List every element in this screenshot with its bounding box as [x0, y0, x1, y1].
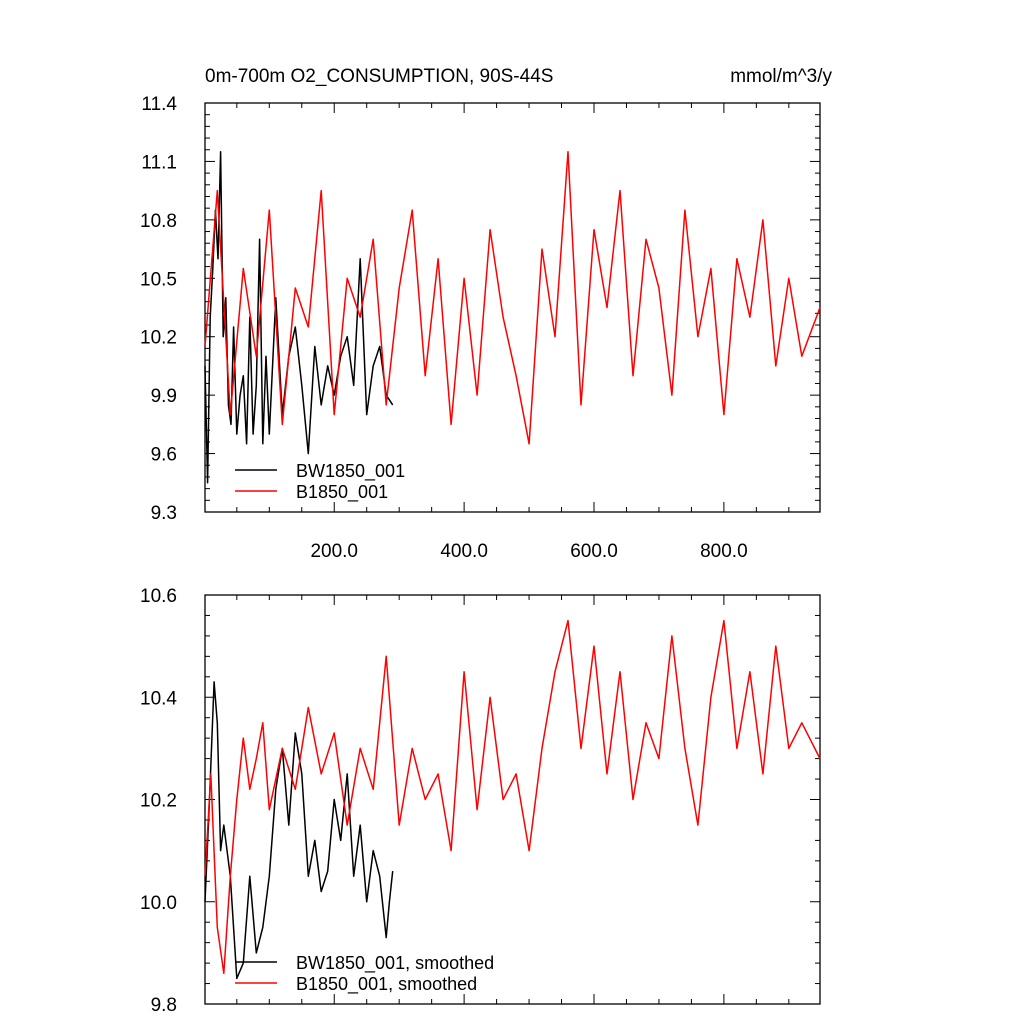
chart-units: mmol/m^3/y — [730, 66, 832, 87]
y-tick-label: 9.9 — [151, 386, 177, 407]
bottom-panel: 9.8 10.0 10.2 10.4 10.6 BW1850_001, smoothedB… — [140, 586, 821, 1016]
y-tick-label: 10.0 — [140, 893, 177, 914]
x-tick-label: 200.0 — [310, 541, 358, 562]
y-tick-label: 9.8 — [151, 995, 177, 1016]
plot-frame — [204, 102, 821, 513]
chart-title: 0m-700m O2_CONSUMPTION, 90S-44S — [205, 66, 553, 87]
series-line-b1850 — [204, 619, 821, 975]
legend-label: BW1850_001 — [296, 461, 405, 482]
y-tick-label: 10.5 — [140, 269, 177, 290]
y-tick-label: 10.8 — [140, 211, 177, 232]
legend-label: B1850_001 — [296, 482, 388, 503]
y-tick-label: 10.2 — [140, 791, 177, 812]
x-tick-label: 400.0 — [440, 541, 488, 562]
y-tick-label: 10.4 — [140, 688, 177, 709]
y-tick-label: 9.3 — [151, 503, 177, 524]
top-panel: 9.3 9.6 9.9 10.2 10.5 10.8 11.1 11.4 200.0 400.0 6… — [140, 94, 821, 562]
x-tick-label: 600.0 — [570, 541, 618, 562]
y-tick-label: 10.6 — [140, 586, 177, 607]
y-tick-label: 9.6 — [151, 445, 177, 466]
y-tick-label: 11.1 — [141, 152, 177, 173]
x-tick-label: 800.0 — [700, 541, 748, 562]
series-line-bw1850 — [204, 150, 394, 484]
legend-label: B1850_001, smoothed — [296, 974, 477, 995]
y-tick-label: 10.2 — [140, 328, 177, 349]
series-line-b1850 — [204, 150, 821, 445]
y-tick-label: 11.4 — [141, 94, 177, 115]
legend-label: BW1850_001, smoothed — [296, 953, 494, 974]
series-line-bw1850 — [204, 681, 394, 980]
